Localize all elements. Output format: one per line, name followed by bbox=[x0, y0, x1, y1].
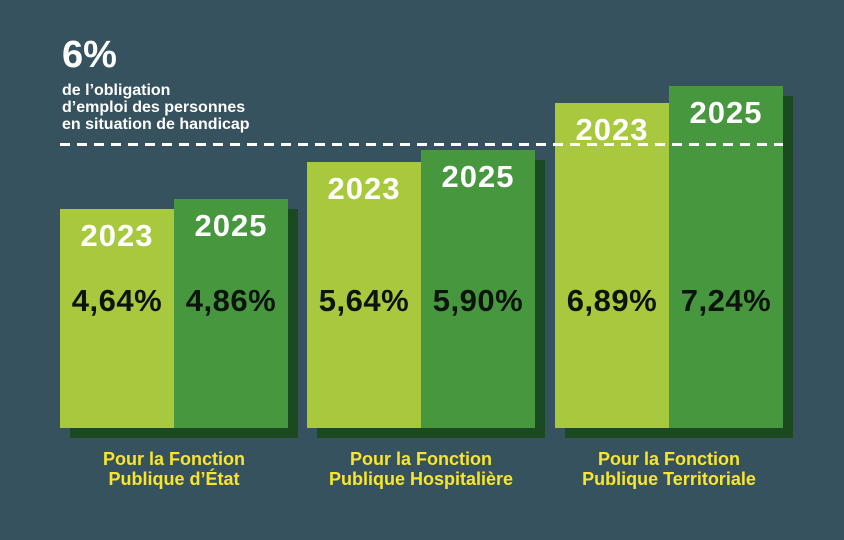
category-label-line-1: Pour la Fonction bbox=[598, 449, 740, 469]
bar-2025-territoriale: 2025 bbox=[669, 86, 783, 428]
category-label-hospitaliere: Pour la Fonction Publique Hospitalière bbox=[307, 449, 535, 489]
category-label-line-1: Pour la Fonction bbox=[350, 449, 492, 469]
subtitle-line-3: en situation de handicap bbox=[62, 116, 250, 133]
year-label-2023: 2023 bbox=[327, 170, 401, 206]
category-label-territoriale: Pour la Fonction Publique Territoriale bbox=[555, 449, 783, 489]
year-label-2025: 2025 bbox=[689, 95, 763, 131]
value-label-2023-etat: 4,64% bbox=[71, 283, 163, 318]
category-label-line-2: Publique Territoriale bbox=[582, 469, 756, 489]
bar-group-fonction-publique-territoriale: 2023 2025 6,89% 7,24% Pour la Fonction P… bbox=[555, 0, 793, 540]
header-subtitle: de l’obligation d’emploi des personnes e… bbox=[62, 82, 250, 133]
year-label-2025: 2025 bbox=[194, 207, 268, 243]
subtitle-line-2: d’emploi des personnes bbox=[62, 99, 246, 116]
header: 6% de l’obligation d’emploi des personne… bbox=[62, 36, 250, 133]
bar-2023-territoriale: 2023 bbox=[555, 102, 669, 428]
bar-group-fonction-publique-etat: 2023 2025 4,64% 4,86% Pour la Fonction P… bbox=[60, 0, 298, 540]
category-label-line-1: Pour la Fonction bbox=[103, 449, 245, 469]
value-label-2025-etat: 4,86% bbox=[185, 283, 277, 318]
bar-2023-hospitaliere: 2023 bbox=[307, 161, 421, 428]
year-label-2023: 2023 bbox=[80, 217, 154, 253]
value-label-2023-hospitaliere: 5,64% bbox=[318, 283, 410, 318]
value-label-2025-hospitaliere: 5,90% bbox=[432, 283, 524, 318]
category-label-etat: Pour la Fonction Publique d’État bbox=[60, 449, 288, 489]
bar-2025-etat: 2025 bbox=[174, 198, 288, 428]
value-label-2023-territoriale: 6,89% bbox=[566, 283, 658, 318]
bar-2025-hospitaliere: 2025 bbox=[421, 149, 535, 428]
six-percent-threshold-line bbox=[60, 143, 783, 147]
category-label-line-2: Publique d’État bbox=[108, 469, 240, 489]
category-label-line-2: Publique Hospitalière bbox=[328, 469, 514, 489]
value-label-2025-territoriale: 7,24% bbox=[680, 283, 772, 318]
bar-group-fonction-publique-hospitaliere: 2023 2025 5,64% 5,90% Pour la Fonction P… bbox=[307, 0, 545, 540]
bar-2023-etat: 2023 bbox=[60, 208, 174, 428]
year-label-2025: 2025 bbox=[441, 158, 515, 194]
headline-6-percent: 6% bbox=[62, 34, 117, 76]
subtitle-line-1: de l’obligation bbox=[62, 82, 171, 99]
year-label-2023: 2023 bbox=[575, 111, 649, 147]
